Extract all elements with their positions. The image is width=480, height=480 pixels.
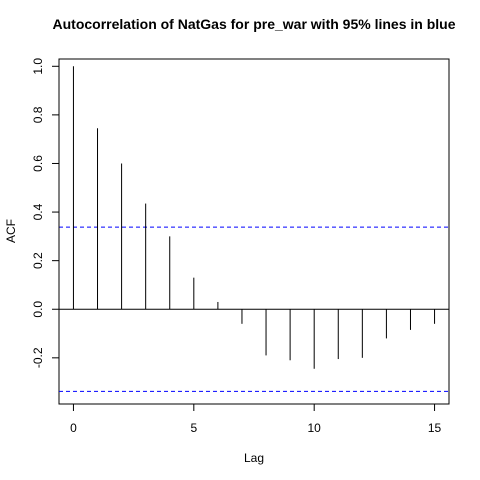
plot-frame: [58, 58, 450, 405]
y-axis-label: ACF: [4, 219, 18, 243]
y-tick-label: 0.0: [31, 301, 45, 318]
y-tick-label: 0.8: [31, 106, 45, 123]
y-tick-label: 0.4: [31, 203, 45, 220]
x-tick-label: 0: [70, 421, 77, 435]
y-tick-label: 1.0: [31, 58, 45, 75]
x-tick-label: 15: [428, 421, 442, 435]
y-tick-label: 0.2: [31, 252, 45, 269]
x-tick-label: 5: [190, 421, 197, 435]
x-axis-label: Lag: [244, 451, 264, 465]
chart-title: Autocorrelation of NatGas for pre_war wi…: [53, 16, 456, 32]
y-tick-label: -0.2: [31, 347, 45, 368]
x-tick-label: 10: [308, 421, 322, 435]
y-tick-label: 0.6: [31, 155, 45, 172]
